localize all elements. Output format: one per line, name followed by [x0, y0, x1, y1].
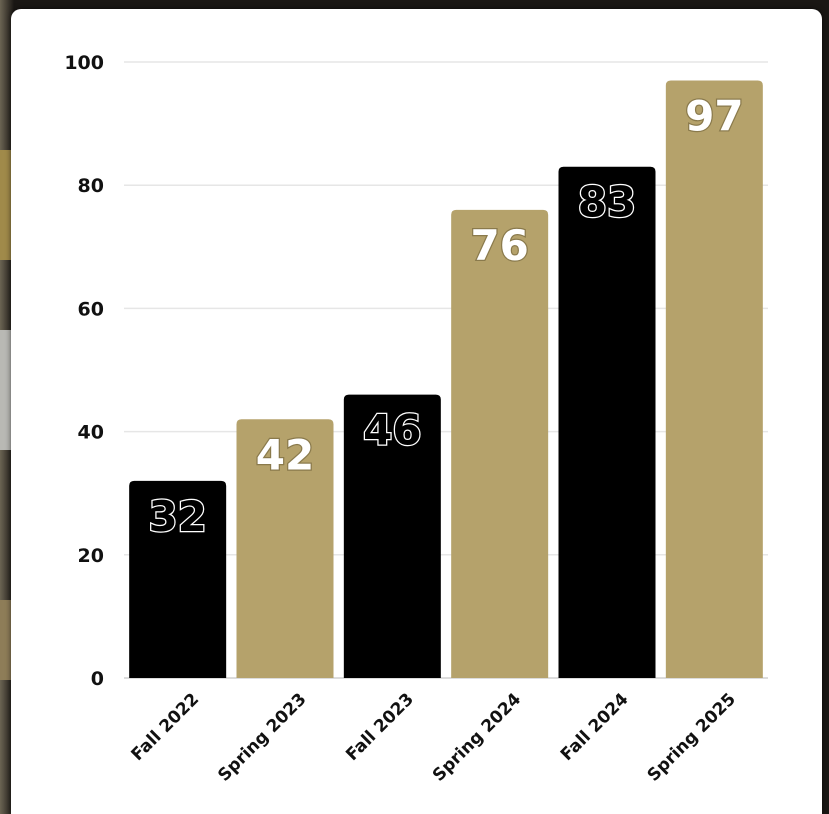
x-tick-label: Fall 2024 — [557, 689, 633, 765]
bar-spring-2023 — [236, 419, 334, 678]
x-tick-label: Fall 2022 — [128, 689, 204, 765]
bar-spring-2025 — [665, 80, 763, 679]
bar-value-label: 83 — [578, 178, 636, 227]
background-detail — [0, 150, 14, 260]
grid-lines — [124, 61, 768, 679]
bar-value-label: 32 — [148, 492, 206, 541]
x-tick-label: Spring 2025 — [644, 689, 740, 785]
bar-fall-2024 — [558, 166, 656, 678]
x-tick-label: Spring 2024 — [429, 689, 525, 785]
y-tick-label: 40 — [78, 422, 104, 444]
bar-fall-2022 — [129, 480, 227, 678]
y-tick-label: 60 — [78, 298, 104, 320]
bars — [129, 80, 763, 679]
bar-value-labels: 32 42 46 76 83 97 — [147, 90, 745, 542]
bar-spring-2024 — [451, 209, 549, 678]
y-tick-label: 100 — [64, 52, 104, 74]
y-tick-label: 0 — [91, 668, 104, 690]
bar-fall-2023 — [343, 394, 441, 678]
x-axis: Fall 2022 Spring 2023 Fall 2023 Spring 2024… — [128, 689, 740, 785]
bar-value-label: 97 — [685, 91, 743, 140]
bar-value-label: 42 — [256, 430, 314, 479]
y-tick-label: 20 — [78, 545, 104, 567]
y-axis: 0 20 40 60 80 100 — [64, 52, 104, 690]
x-tick-label: Fall 2023 — [342, 689, 418, 765]
x-tick-label: Spring 2023 — [214, 689, 310, 785]
background-detail — [0, 600, 14, 680]
y-tick-label: 80 — [78, 175, 104, 197]
bar-value-label: 76 — [470, 221, 528, 270]
bar-value-label: 46 — [363, 406, 421, 455]
background-detail — [0, 330, 14, 450]
